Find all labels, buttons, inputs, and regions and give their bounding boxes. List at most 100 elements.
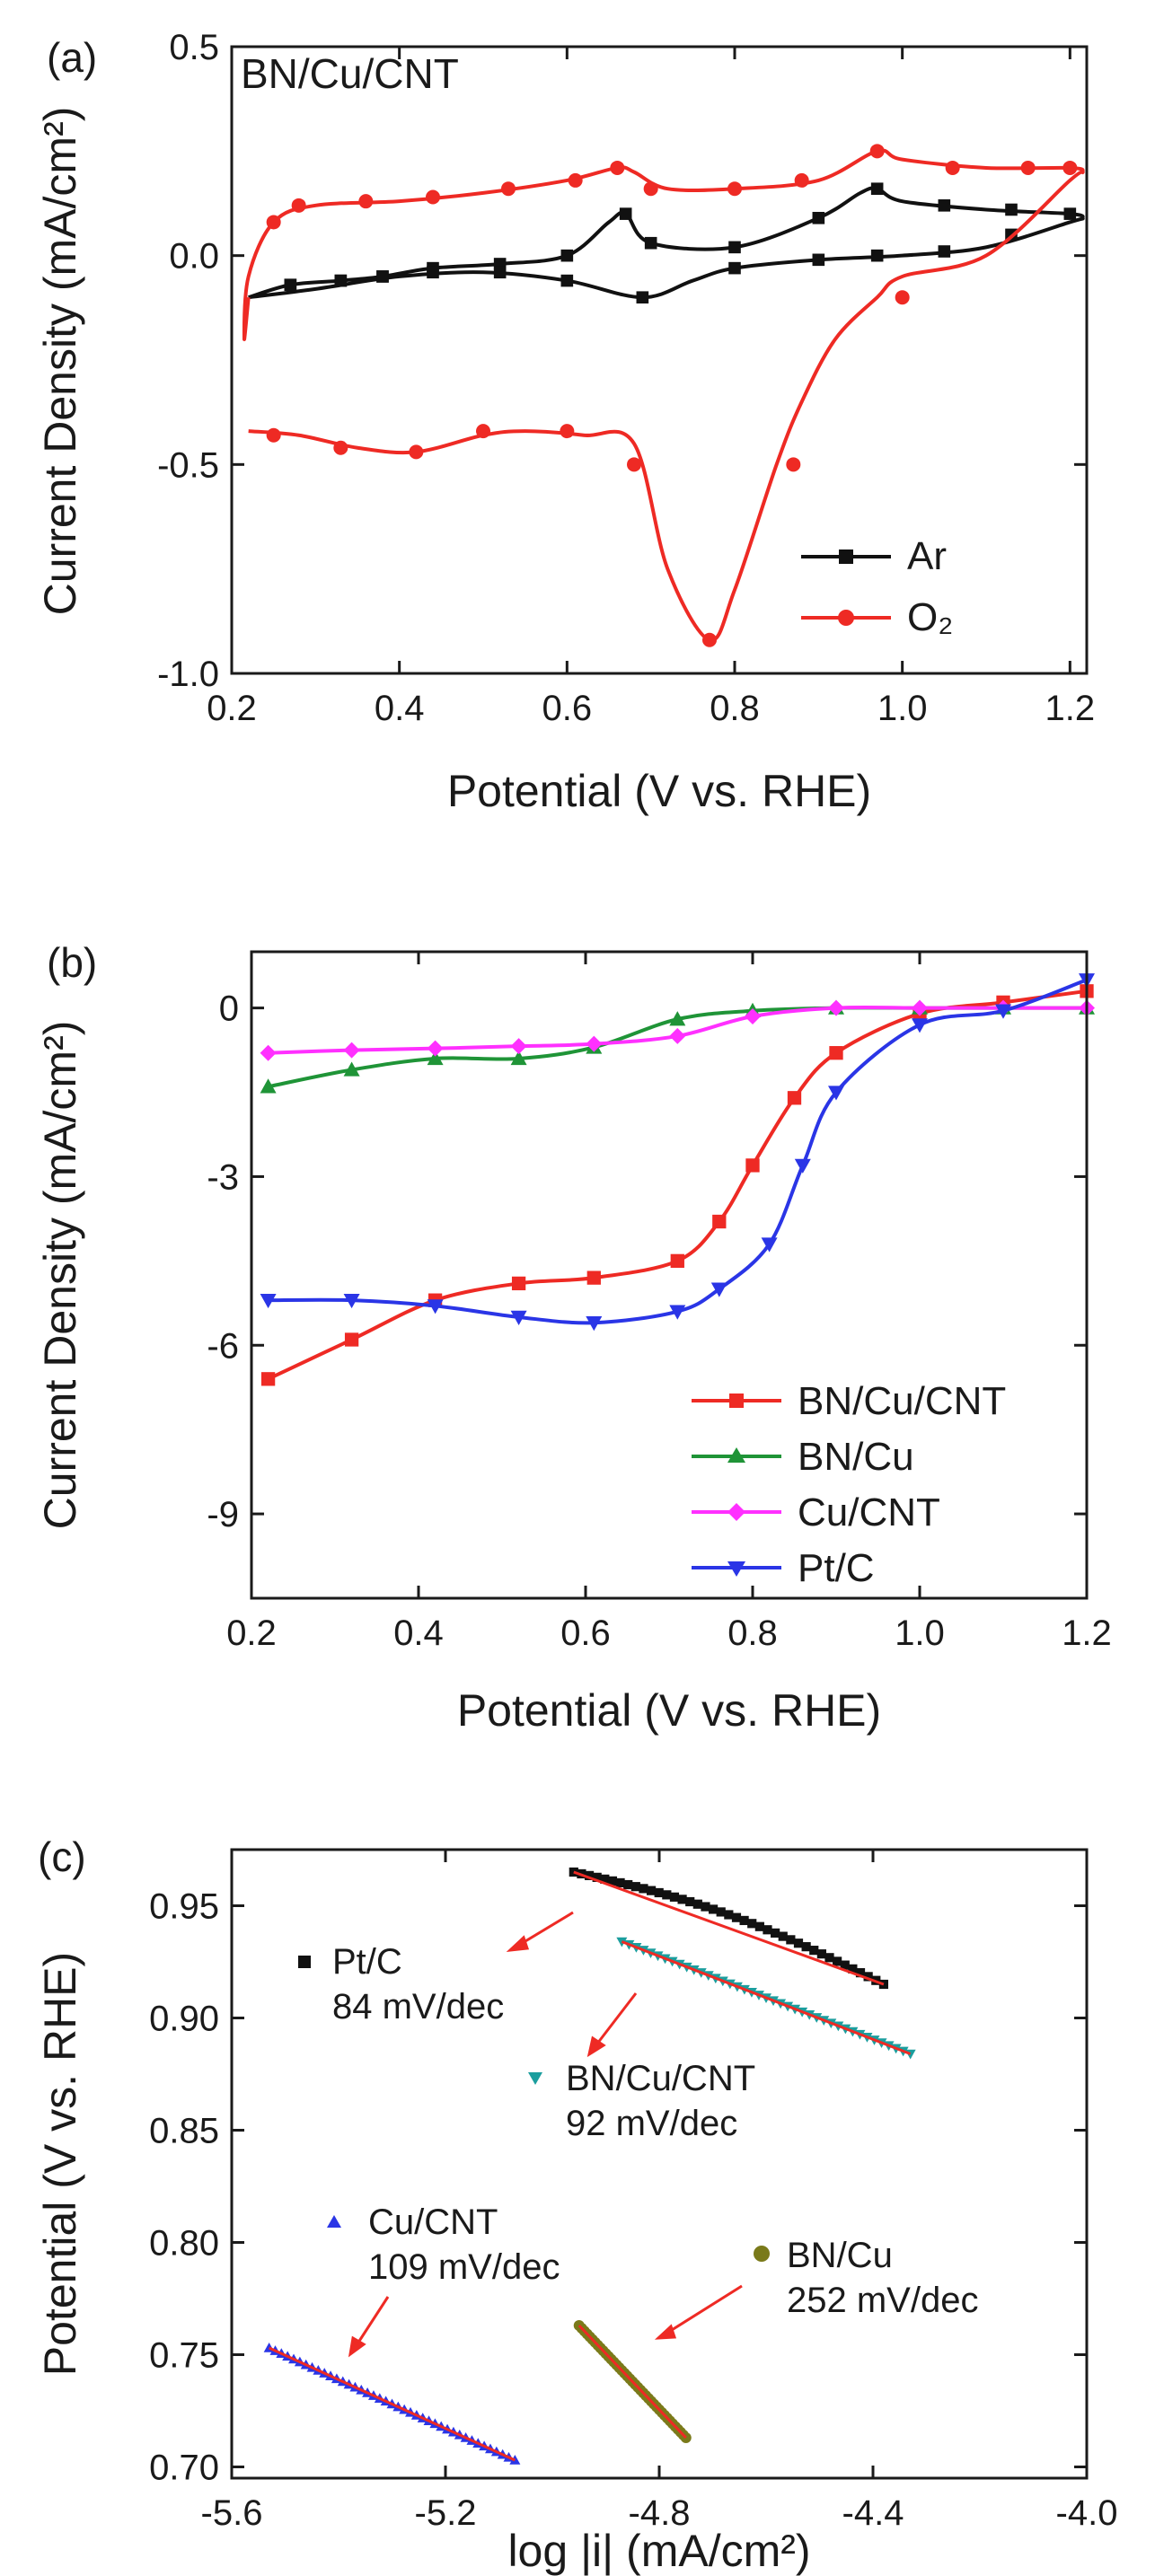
annotation-arrows <box>348 1911 743 2358</box>
arrowhead-bn-cu <box>654 2324 677 2340</box>
data-point-cu-cnt <box>745 1008 761 1024</box>
data-point-ar <box>728 241 741 254</box>
arrowhead-cu-cnt <box>348 2335 366 2358</box>
panel-a-ytick-label: 0.0 <box>169 237 219 277</box>
data-point-bn-cu-cnt <box>829 1046 843 1060</box>
data-point-bn-cu-cnt <box>787 1091 802 1105</box>
fit-line-pt-c <box>573 1870 885 1986</box>
annotation-slope-cu-cnt: 109 mV/dec <box>368 2247 560 2287</box>
panel-a-xtick-label: 0.4 <box>375 689 425 728</box>
data-point-ar <box>870 182 884 196</box>
data-point-cu-cnt <box>828 999 844 1016</box>
data-point-bn-cu-cnt <box>712 1214 727 1229</box>
panel-c-label: (c) <box>38 1833 86 1880</box>
panel-c-xtick-label: -4.0 <box>1056 2493 1118 2533</box>
annotation-slope-bn-cu-cnt: 92 mV/dec <box>566 2104 737 2143</box>
fit-line-bn-cu-cnt <box>621 1940 912 2055</box>
panel-a-axes: 0.2 0.4 0.6 0.8 1.0 1.2 -1.0 -0.5 0.0 0.5 <box>157 28 1095 728</box>
data-point-ar <box>1063 207 1077 220</box>
data-point-pt-c <box>828 1086 844 1101</box>
data-point-ar <box>870 249 884 262</box>
annotation-name-cu-cnt: Cu/CNT <box>368 2202 498 2242</box>
data-point-o <box>266 427 281 443</box>
legend-label-o2: O₂ <box>907 595 953 639</box>
data-point-pt-c <box>615 1877 625 1888</box>
panel-b-ytick-label: -9 <box>207 1495 239 1534</box>
panel-c-xtick-label: -4.8 <box>629 2493 691 2533</box>
data-point-pt-c <box>701 1902 710 1912</box>
data-point-ar <box>619 207 632 220</box>
data-point-pt-c <box>731 1912 742 1922</box>
annotation-marker-cu-cnt <box>327 2215 341 2228</box>
data-point-pt-c <box>816 1949 826 1959</box>
panel-c-frame <box>230 1848 1089 2480</box>
panel-a-series <box>242 144 1085 647</box>
data-point-pt-c <box>600 1874 610 1884</box>
panel-c-xtick-label: -5.2 <box>415 2493 477 2533</box>
data-point-pt-c <box>794 1158 811 1174</box>
data-point-cu-cnt <box>260 1044 277 1061</box>
data-point-ar <box>376 270 389 283</box>
panel-c-ylabel: Potential (V vs. RHE) <box>35 1952 85 2376</box>
data-point-o <box>643 181 658 197</box>
data-point-pt-c <box>863 1972 873 1982</box>
data-point-cu-cnt <box>586 1035 603 1052</box>
panel-a-ytick-label: 0.5 <box>169 28 219 67</box>
data-point-o <box>409 444 424 460</box>
data-point-o <box>333 440 348 455</box>
legend-marker-pt-c <box>727 1561 745 1577</box>
data-point-o <box>702 632 717 647</box>
data-point-bn-cu-cnt <box>586 1270 601 1285</box>
data-point-cu-cnt <box>912 999 928 1016</box>
panel-c-xlabel: log |i| (mA/cm²) <box>507 2526 810 2576</box>
fit-line-bn-cu <box>578 2324 687 2440</box>
panel-b-xtick-label: 0.4 <box>393 1613 444 1653</box>
data-point-pt-c <box>662 1890 672 1900</box>
panel-b-xtick-label: 1.2 <box>1062 1613 1112 1653</box>
panel-b-legend: BN/Cu/CNT BN/Cu Cu/CNT Pt/C <box>692 1379 1006 1590</box>
panel-a-xtick-label: 1.0 <box>877 689 928 728</box>
data-point-o <box>627 457 641 472</box>
annotation-bn-cu-cnt: BN/Cu/CNT 92 mV/dec <box>528 2059 755 2143</box>
data-point-o <box>895 290 910 305</box>
data-point-pt-c <box>912 1018 928 1033</box>
data-point-pt-c <box>747 1919 757 1929</box>
panel-a-label: (a) <box>47 34 97 81</box>
panel-b-xtick-label: 0.2 <box>226 1613 277 1653</box>
panel-b-series <box>260 973 1095 1386</box>
fit-line-cu-cnt <box>269 2346 516 2462</box>
arrow-bn-cu <box>664 2284 743 2336</box>
data-point-bn-cu <box>510 1050 527 1066</box>
panel-a-title: BN/Cu/CNT <box>241 50 459 97</box>
panel-b-ytick-label: -6 <box>207 1326 239 1366</box>
annotation-name-bn-cu: BN/Cu <box>787 2236 893 2275</box>
data-point-pt-c <box>710 1282 727 1297</box>
data-point-o <box>869 144 885 159</box>
panel-c-axes: -5.6 -5.2 -4.8 -4.4 -4.0 0.70 0.75 0.80 0.85 0.90… <box>149 1850 1117 2533</box>
data-point-pt-c <box>786 1935 796 1945</box>
panel-c: (c) -5.6 -5.2 -4.8 -4.4 -4.0 0.70 0.75 0.80 0.85… <box>35 1833 1117 2576</box>
panel-c-ytick-label: 0.75 <box>149 2336 219 2376</box>
legend-marker-ar <box>839 549 853 564</box>
data-point-pt-c <box>840 1960 850 1970</box>
legend-marker-bn-cu-cnt <box>729 1394 744 1408</box>
data-point-o <box>560 424 575 439</box>
data-point-ar <box>1005 203 1018 216</box>
panel-c-ytick-label: 0.70 <box>149 2449 219 2488</box>
panel-a-frame <box>230 45 1089 675</box>
data-point-ar <box>334 274 348 287</box>
data-point-pt-c <box>724 1910 734 1920</box>
data-point-pt-c <box>692 1899 702 1909</box>
annotation-cu-cnt: Cu/CNT 109 mV/dec <box>327 2202 560 2287</box>
data-point-bn-cu-cnt <box>745 1158 760 1173</box>
data-point-o <box>1062 160 1078 175</box>
legend-marker-bn-cu <box>727 1447 745 1463</box>
data-point-o <box>358 194 374 209</box>
legend-label-cu-cnt: Cu/CNT <box>798 1490 940 1534</box>
data-point-pt-c <box>771 1928 780 1938</box>
panel-a-xtick-label: 0.8 <box>710 689 760 728</box>
panel-a-xtick-label: 1.2 <box>1045 689 1096 728</box>
panel-b: (b) 0.2 0.4 0.6 0.8 1.0 1.2 0 -3 -6 -9 Potential … <box>35 939 1112 1736</box>
data-point-pt-c <box>343 1293 360 1309</box>
